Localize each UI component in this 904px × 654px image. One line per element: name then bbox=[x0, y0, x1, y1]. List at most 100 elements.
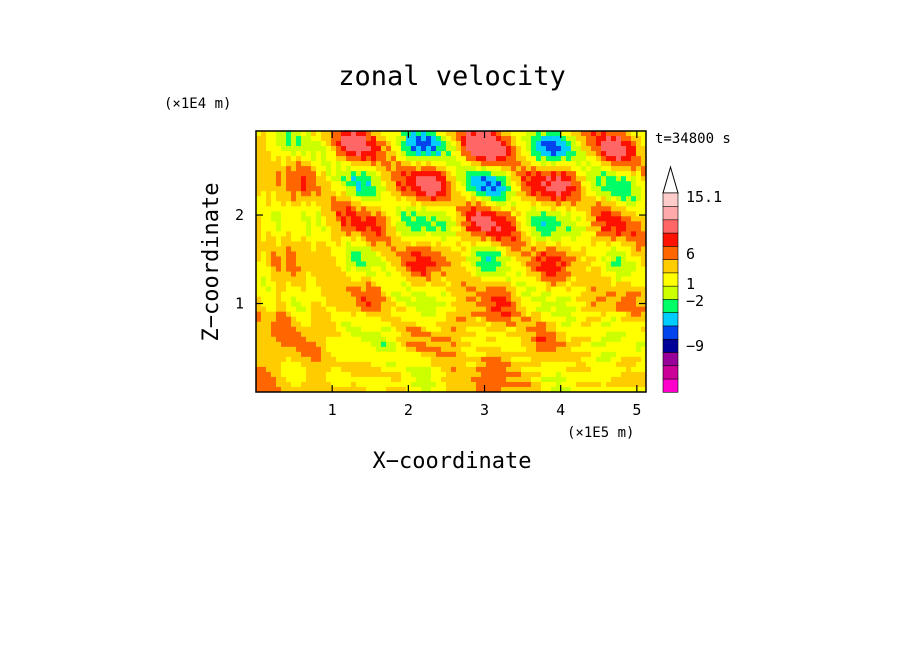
heatmap-cell bbox=[306, 241, 312, 248]
heatmap-cell bbox=[491, 361, 497, 368]
heatmap-cell bbox=[581, 201, 587, 207]
heatmap-cell bbox=[546, 281, 552, 288]
heatmap-cell bbox=[501, 346, 507, 353]
colorbar-label: −2 bbox=[686, 292, 704, 310]
heatmap-cell bbox=[436, 331, 442, 338]
heatmap-cell bbox=[456, 366, 462, 373]
heatmap-cell bbox=[491, 146, 497, 152]
heatmap-cell bbox=[261, 186, 267, 192]
heatmap-cell bbox=[506, 246, 512, 253]
heatmap-cell bbox=[281, 141, 287, 147]
heatmap-cell bbox=[411, 301, 417, 308]
heatmap-cell bbox=[596, 321, 602, 328]
heatmap-cell bbox=[536, 246, 542, 253]
heatmap-cell bbox=[541, 256, 547, 263]
heatmap-cell bbox=[641, 161, 646, 167]
heatmap-cell bbox=[291, 371, 297, 378]
heatmap-cell bbox=[291, 171, 297, 177]
heatmap-cell bbox=[596, 216, 602, 222]
heatmap-cell bbox=[401, 296, 407, 303]
heatmap-cell bbox=[406, 356, 412, 363]
heatmap-cell bbox=[261, 161, 267, 167]
heatmap-cell bbox=[586, 266, 592, 273]
x-tick-label: 1 bbox=[328, 401, 337, 419]
heatmap-cell bbox=[511, 206, 517, 212]
heatmap-cell bbox=[491, 261, 497, 268]
heatmap-cell bbox=[256, 141, 262, 147]
heatmap-cell bbox=[506, 146, 512, 152]
heatmap-cell bbox=[486, 301, 492, 308]
heatmap-cell bbox=[281, 341, 287, 348]
heatmap-cell bbox=[401, 286, 407, 293]
heatmap-cell bbox=[451, 346, 457, 353]
heatmap-cell bbox=[406, 146, 412, 152]
heatmap-cell bbox=[396, 221, 402, 227]
heatmap-cell bbox=[506, 356, 512, 363]
heatmap-cell bbox=[526, 301, 532, 308]
heatmap-cell bbox=[256, 191, 262, 197]
heatmap-cell bbox=[516, 161, 522, 167]
heatmap-cell bbox=[466, 176, 472, 182]
heatmap-cell bbox=[391, 141, 397, 147]
heatmap-cell bbox=[576, 231, 582, 237]
heatmap-cell bbox=[606, 271, 612, 278]
heatmap-cell bbox=[441, 286, 447, 293]
heatmap-cell bbox=[451, 356, 457, 363]
heatmap-cell bbox=[566, 386, 572, 392]
heatmap-cell bbox=[301, 206, 307, 212]
heatmap-cell bbox=[536, 181, 542, 187]
heatmap-cell bbox=[516, 181, 522, 187]
heatmap-cell bbox=[606, 241, 612, 248]
heatmap-cell bbox=[481, 161, 487, 167]
heatmap-cell bbox=[591, 261, 597, 268]
heatmap-cell bbox=[526, 181, 532, 187]
heatmap-cell bbox=[381, 361, 387, 368]
heatmap-cell bbox=[416, 206, 422, 212]
heatmap-cell bbox=[346, 186, 352, 192]
heatmap-cell bbox=[281, 221, 287, 227]
heatmap-cell bbox=[261, 371, 267, 378]
heatmap-cell bbox=[571, 316, 577, 323]
heatmap-cell bbox=[351, 166, 357, 172]
heatmap-cell bbox=[361, 296, 367, 303]
heatmap-cell bbox=[571, 186, 577, 192]
heatmap-cell bbox=[566, 191, 572, 197]
heatmap-cell bbox=[476, 376, 482, 383]
heatmap-cell bbox=[486, 251, 492, 258]
heatmap-cell bbox=[586, 316, 592, 323]
heatmap-cell bbox=[376, 246, 382, 253]
heatmap-cell bbox=[621, 141, 627, 147]
heatmap-cell bbox=[271, 246, 277, 253]
heatmap-cell bbox=[341, 241, 347, 248]
heatmap-cell bbox=[356, 206, 362, 212]
heatmap-cell bbox=[326, 261, 332, 268]
heatmap-cell bbox=[406, 321, 412, 328]
heatmap-cell bbox=[361, 326, 367, 333]
heatmap-cell bbox=[396, 256, 402, 263]
heatmap-cell bbox=[446, 326, 452, 333]
heatmap-cell bbox=[321, 376, 327, 383]
heatmap-cell bbox=[591, 381, 597, 388]
heatmap-cell bbox=[256, 166, 262, 172]
heatmap-cell bbox=[381, 321, 387, 328]
heatmap-cell bbox=[286, 361, 292, 368]
heatmap-cell bbox=[621, 151, 627, 157]
heatmap-cell bbox=[421, 276, 427, 283]
heatmap-cell bbox=[601, 311, 607, 318]
heatmap-cell bbox=[536, 196, 542, 202]
heatmap-cell bbox=[281, 281, 287, 288]
heatmap-cell bbox=[521, 376, 527, 383]
heatmap-cell bbox=[266, 381, 272, 388]
heatmap-cell bbox=[586, 376, 592, 383]
heatmap-cell bbox=[406, 246, 412, 253]
heatmap-cell bbox=[301, 131, 307, 137]
heatmap-cell bbox=[266, 156, 272, 162]
heatmap-cell bbox=[441, 376, 447, 383]
heatmap-cell bbox=[351, 181, 357, 187]
heatmap-cell bbox=[346, 211, 352, 217]
heatmap-cell bbox=[266, 316, 272, 323]
heatmap-cell bbox=[581, 326, 587, 333]
heatmap-cell bbox=[296, 311, 302, 318]
heatmap-cell bbox=[366, 161, 372, 167]
heatmap-cell bbox=[296, 376, 302, 383]
